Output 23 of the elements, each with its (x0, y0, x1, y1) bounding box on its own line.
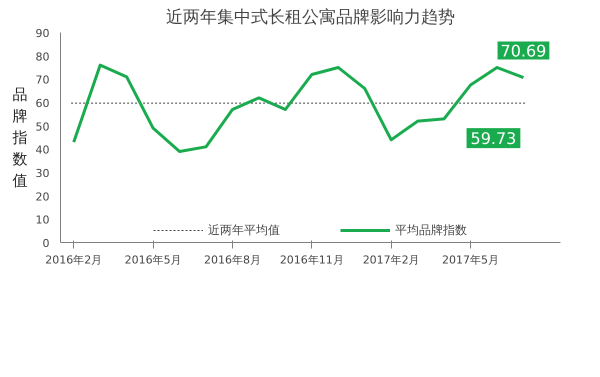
x-tick-label: 2016年5月 (124, 254, 182, 266)
y-tick-label: 0 (42, 237, 50, 250)
x-tick-label: 2017年5月 (442, 254, 500, 266)
y-tick-label: 40 (36, 144, 50, 157)
annotation: 59.73 (470, 129, 516, 148)
y-tick-label: 80 (36, 50, 50, 64)
legend-label: 近两年平均值 (208, 222, 280, 238)
y-tick-label: 50 (36, 120, 50, 134)
data-label: 70.69 (500, 42, 546, 61)
line-series (72, 64, 525, 153)
y-tick-label: 30 (36, 167, 50, 180)
x-tick-label: 2017年2月 (362, 254, 420, 266)
x-tick-label: 2016年11月 (280, 254, 344, 266)
x-tick-label: 2016年8月 (204, 254, 261, 266)
y-tick-label: 90 (36, 27, 50, 40)
x-tick-label: 2016年2月 (45, 254, 102, 266)
y-tick-label: 10 (36, 214, 50, 227)
y-tick-label: 60 (36, 97, 50, 110)
y-tick-label: 70 (36, 74, 50, 87)
y-axis-title: 品牌指数值 (12, 85, 28, 190)
chart-title: 近两年集中式长租公寓品牌影响力趋势 (166, 8, 455, 28)
legend-label: 平均品牌指数 (395, 222, 467, 238)
y-tick-label: 20 (36, 190, 50, 204)
